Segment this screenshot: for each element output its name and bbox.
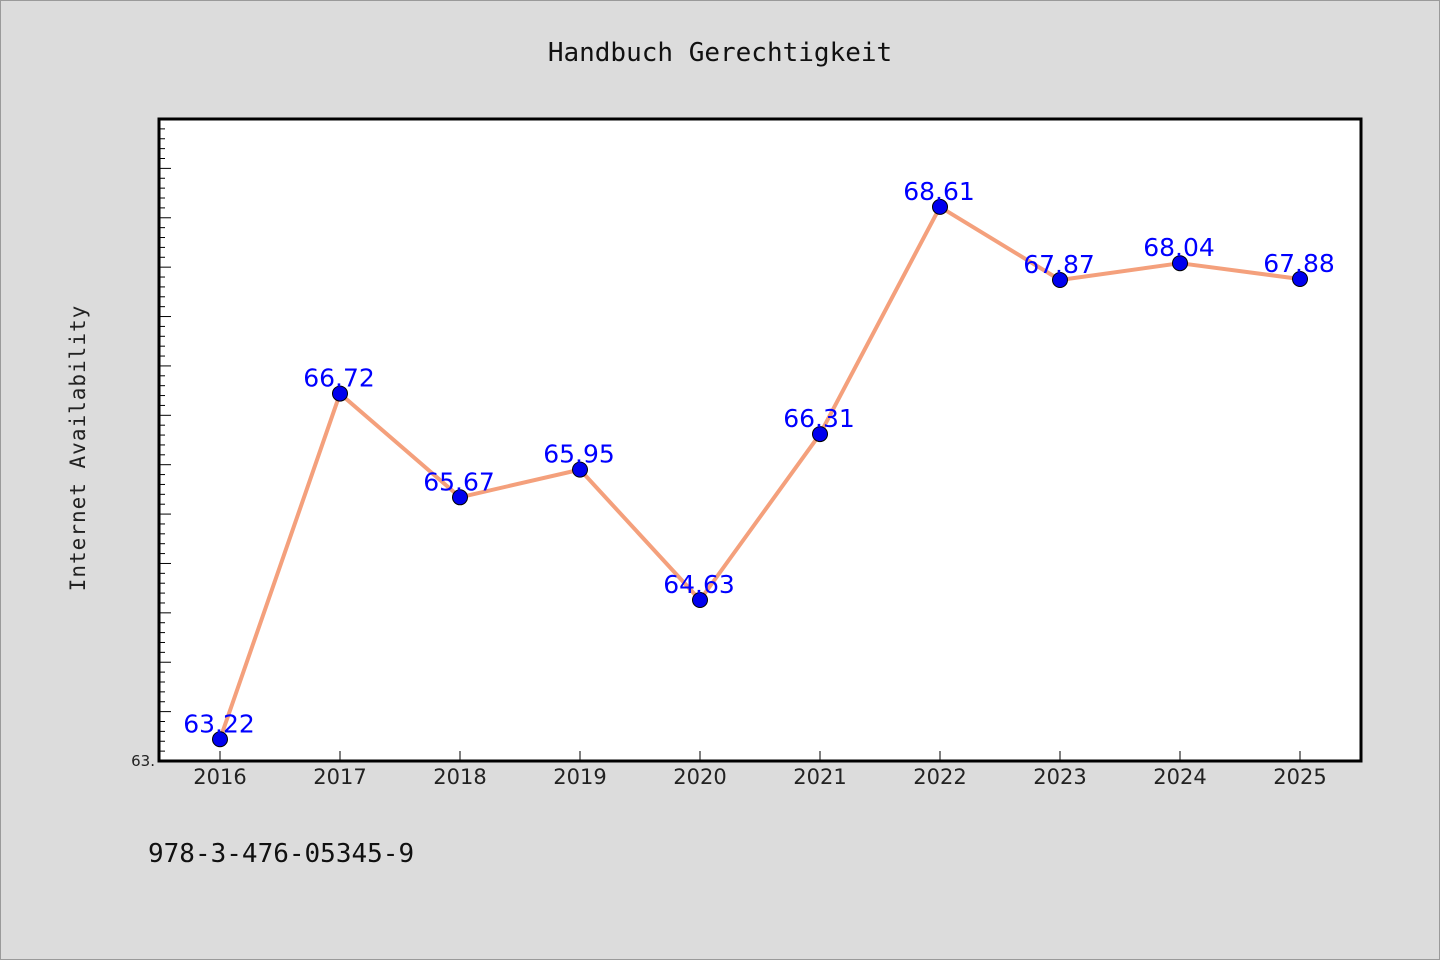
data-point (1172, 255, 1188, 272)
data-label: 66.72 (303, 364, 375, 393)
chart-title: Handbuch Gerechtigkeit (548, 38, 892, 68)
data-label: 63.22 (183, 709, 255, 738)
data-label: 67.87 (1023, 250, 1095, 279)
x-tick-label: 2016 (193, 765, 246, 789)
x-tick-label: 2023 (1033, 765, 1086, 789)
data-point (1292, 271, 1308, 288)
plot-area (157, 117, 1363, 763)
isbn-footer: 978-3-476-05345-9 (148, 839, 414, 869)
data-point (212, 731, 228, 748)
data-point (692, 592, 708, 609)
x-tick-label: 2020 (673, 765, 726, 789)
data-point (452, 489, 468, 506)
data-label: 68.04 (1143, 233, 1215, 262)
y-tick-label: 63. (131, 752, 155, 770)
data-label: 64.63 (663, 570, 735, 599)
data-label: 67.88 (1263, 249, 1335, 278)
series-markers (212, 198, 1308, 748)
y-axis-ticks: 63. (131, 128, 171, 770)
series-data-labels: 63.22 66.72 65.67 65.95 64.63 66.31 68.61 67.87… (183, 177, 1335, 738)
data-label: 65.95 (543, 440, 615, 469)
x-tick-label: 2022 (913, 765, 966, 789)
data-label: 65.67 (423, 467, 495, 496)
y-axis-label: Internet Availability (66, 305, 90, 592)
data-point (572, 461, 588, 478)
x-tick-label: 2025 (1273, 765, 1326, 789)
x-tick-label: 2021 (793, 765, 846, 789)
x-tick-label: 2019 (553, 765, 606, 789)
series-lines (218, 204, 1301, 740)
data-label: 66.31 (783, 404, 855, 433)
x-axis-ticks: 2016 2017 2018 2019 2020 2021 2022 2023 2024 2025 (193, 751, 1327, 789)
data-point (1052, 271, 1068, 288)
x-tick-label: 2024 (1153, 765, 1206, 789)
data-label: 68.61 (903, 177, 975, 206)
data-point (812, 426, 828, 443)
series-line (218, 204, 1301, 740)
x-tick-label: 2018 (433, 765, 486, 789)
data-point (332, 385, 348, 402)
data-point (932, 198, 948, 215)
x-tick-label: 2017 (313, 765, 366, 789)
